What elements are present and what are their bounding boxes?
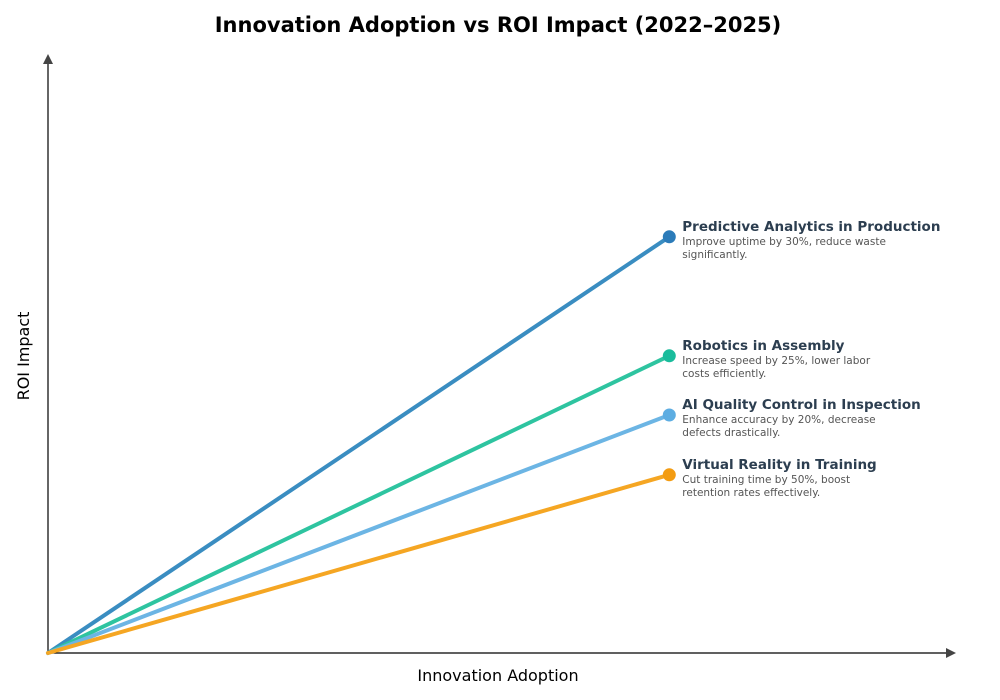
series-end-marker (662, 408, 676, 422)
x-axis-arrow-icon (946, 648, 956, 658)
annotation-description: Cut training time by 50%, boost (682, 474, 850, 486)
annotation-description: Increase speed by 25%, lower labor (682, 355, 871, 367)
series-end-marker (662, 468, 676, 482)
x-axis-label: Innovation Adoption (417, 666, 578, 685)
series-end-marker (662, 230, 676, 244)
annotation-description: costs efficiently. (682, 368, 766, 380)
series-line (46, 353, 672, 655)
annotation-title: Virtual Reality in Training (682, 457, 876, 473)
annotation-description: significantly. (682, 249, 747, 261)
y-axis-arrow-icon (43, 54, 53, 64)
series-line (46, 472, 672, 655)
chart-title: Innovation Adoption vs ROI Impact (2022–… (215, 13, 782, 37)
y-axis-label: ROI Impact (14, 312, 33, 401)
annotation-description: Improve uptime by 30%, reduce waste (682, 236, 886, 248)
annotation-title: Robotics in Assembly (682, 338, 844, 354)
series-line (46, 234, 672, 655)
annotation-description: Enhance accuracy by 20%, decrease (682, 414, 875, 426)
series-end-marker (662, 349, 676, 363)
annotation-title: AI Quality Control in Inspection (682, 397, 920, 413)
annotation-title: Predictive Analytics in Production (682, 219, 940, 235)
annotation-description: defects drastically. (682, 427, 780, 439)
annotation-description: retention rates effectively. (682, 487, 820, 499)
series-line (46, 412, 672, 655)
